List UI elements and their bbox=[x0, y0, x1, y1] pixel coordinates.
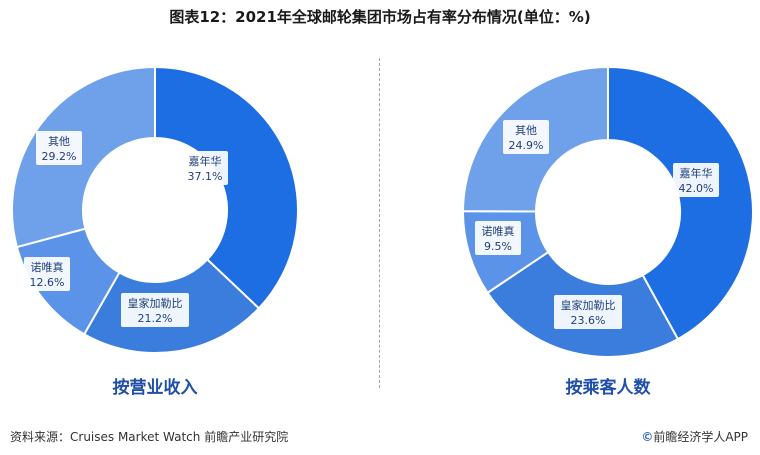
slice-value-label: 24.9% bbox=[509, 139, 544, 152]
slice-value-label: 37.1% bbox=[188, 170, 223, 183]
slice-label: 皇家加勒比 bbox=[561, 298, 616, 312]
slice-value-label: 23.6% bbox=[571, 314, 606, 327]
figure-title: 图表12：2021年全球邮轮集团市场占有率分布情况(单位：%) bbox=[169, 8, 591, 26]
slice-label: 其他 bbox=[515, 124, 537, 137]
slice-value-label: 29.2% bbox=[42, 150, 77, 163]
slice-label-box bbox=[503, 120, 549, 154]
donut-chart-revenue: 嘉年华 37.1% 皇家加勒比 21.2% 诺唯真 12.6% 其他 29.2% bbox=[11, 65, 299, 354]
slice-label-box bbox=[554, 295, 622, 329]
slice-label-box bbox=[475, 221, 521, 255]
donut-slice bbox=[607, 65, 754, 341]
slice-label-box bbox=[673, 163, 719, 197]
source-note: 资料来源：Cruises Market Watch 前瞻产业研究院 bbox=[10, 430, 289, 444]
slice-label: 诺唯真 bbox=[31, 260, 64, 274]
slice-label: 嘉年华 bbox=[189, 154, 222, 168]
chart-title-revenue: 按营业收入 bbox=[112, 378, 198, 398]
chart-divider bbox=[379, 58, 380, 388]
slice-value-label: 12.6% bbox=[30, 276, 65, 289]
chart-title-passengers: 按乘客人数 bbox=[565, 378, 651, 398]
slice-label: 皇家加勒比 bbox=[128, 296, 183, 310]
slice-label-box bbox=[182, 151, 228, 185]
brand-logo-icon: © bbox=[641, 430, 654, 444]
donut-slice bbox=[11, 65, 156, 249]
slice-label-box bbox=[24, 257, 70, 291]
slice-label: 嘉年华 bbox=[680, 166, 713, 180]
donut-slice bbox=[154, 65, 299, 310]
slice-value-label: 42.0% bbox=[679, 182, 714, 195]
slice-value-label: 9.5% bbox=[484, 240, 512, 253]
slice-label-box bbox=[36, 131, 82, 165]
slice-label-box bbox=[121, 293, 189, 327]
brand-mark: ©前瞻经济学人APP bbox=[641, 428, 748, 445]
slice-value-label: 21.2% bbox=[138, 312, 173, 325]
slice-label: 诺唯真 bbox=[482, 224, 515, 238]
donut-chart-passengers: 嘉年华 42.0% 皇家加勒比 23.6% 诺唯真 9.5% 其他 24.9% bbox=[461, 65, 754, 358]
brand-text: 前瞻经济学人APP bbox=[653, 430, 748, 444]
slice-label: 其他 bbox=[48, 135, 70, 148]
